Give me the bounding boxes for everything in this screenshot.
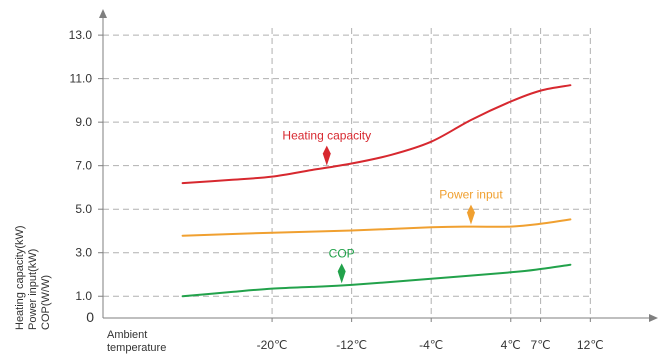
x-axis-title-line-2: temperature <box>107 342 166 354</box>
y-axis-title-line-2: Power input(kW) <box>27 249 39 330</box>
y-tick-label: 3.0 <box>75 246 92 260</box>
y-axis-arrow <box>99 9 107 18</box>
series-marker-power-input <box>466 204 475 225</box>
series-line-heating-capacity <box>181 84 572 185</box>
series-line-power-input <box>181 218 572 237</box>
grid <box>103 28 592 318</box>
y-axis-title-line-1: Heating capacity(kW) <box>14 225 26 330</box>
x-tick-label: -20℃ <box>257 338 288 352</box>
y-tick-label: 7.0 <box>75 159 92 173</box>
x-axis-title-line-1: Ambient <box>107 329 147 341</box>
series-label-cop: COP <box>329 246 355 260</box>
series-label-heating-capacity: Heating capacity <box>282 129 371 143</box>
series-marker-cop <box>337 263 346 284</box>
y-tick-label: 1.0 <box>75 289 92 303</box>
y-axis-title: Heating capacity(kW) Power input(kW) COP… <box>14 225 52 330</box>
y-tick-label: 5.0 <box>75 202 92 216</box>
y-axis-title-line-3: COP(W/W) <box>40 275 52 330</box>
x-ticks: -20℃ -12℃ -4℃ 4℃ 7℃ 12℃ <box>257 318 604 352</box>
y-tick-label: 11.0 <box>70 72 93 86</box>
y-tick-label: 9.0 <box>75 115 92 129</box>
x-tick-label: -12℃ <box>336 338 367 352</box>
series-label-power-input: Power input <box>439 188 503 202</box>
x-axis-arrow <box>649 314 658 322</box>
series-line-cop <box>181 263 572 298</box>
x-tick-label: -4℃ <box>419 338 443 352</box>
x-axis-title: Ambient temperature <box>107 329 166 354</box>
y-ticks: 1.0 3.0 5.0 7.0 9.0 11.0 13.0 <box>69 28 103 303</box>
y-origin-label: 0 <box>86 309 94 325</box>
y-tick-label: 13.0 <box>69 28 93 42</box>
series-marker-heating-capacity <box>322 145 331 166</box>
axes <box>99 9 658 322</box>
x-tick-label: 7℃ <box>531 338 551 352</box>
x-tick-label: 12℃ <box>577 338 604 352</box>
series: Heating capacity Power input COP <box>181 84 572 298</box>
x-tick-label: 4℃ <box>501 338 521 352</box>
